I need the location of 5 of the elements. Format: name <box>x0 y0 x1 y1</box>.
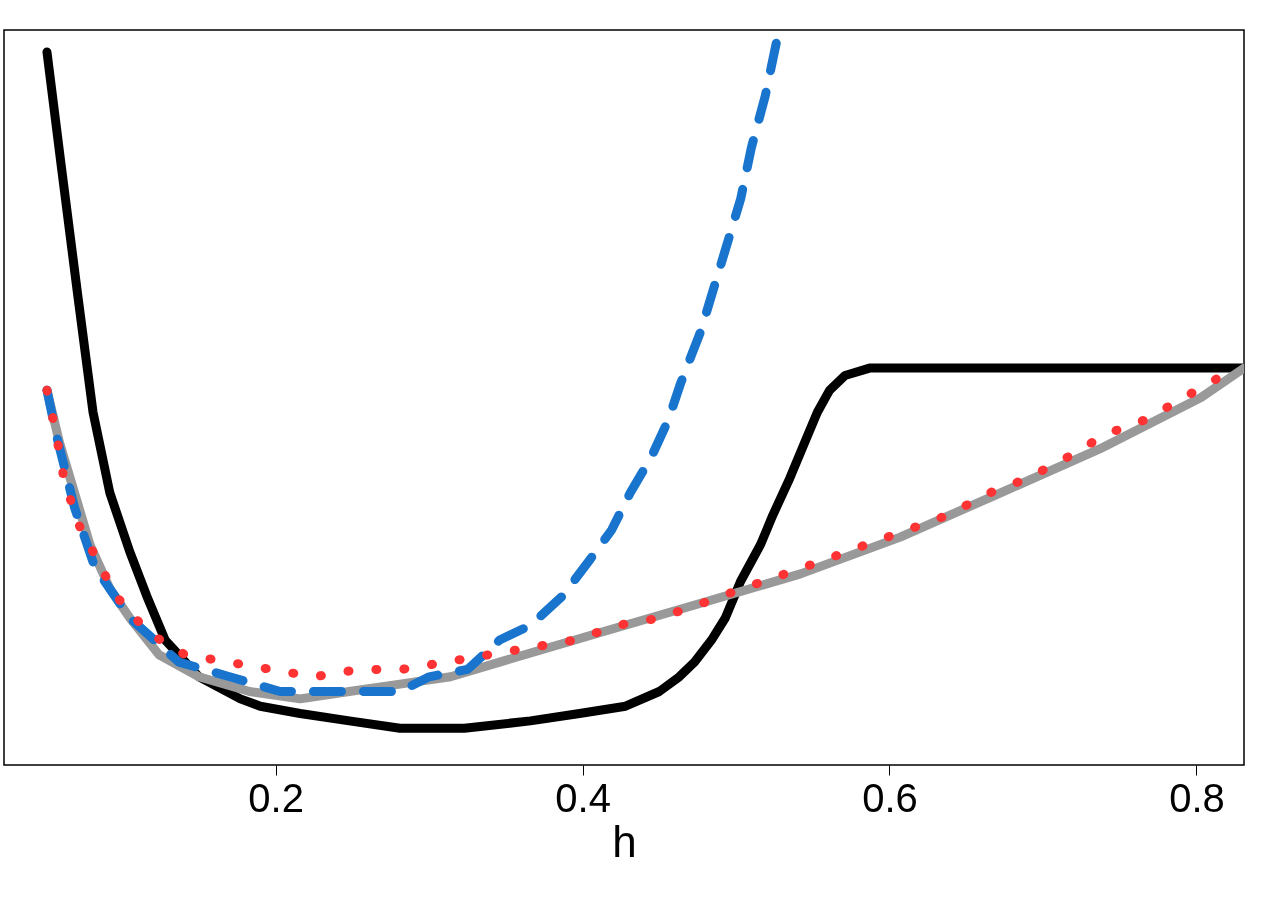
x-tick-label: 0.6 <box>862 775 918 820</box>
x-tick-label: 0.8 <box>1169 775 1225 820</box>
x-tick-label: 0.4 <box>555 775 611 820</box>
x-axis-title: h <box>612 816 637 866</box>
x-tick-label: 0.2 <box>248 775 304 820</box>
